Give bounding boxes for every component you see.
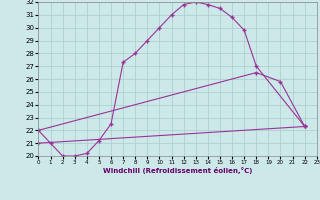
X-axis label: Windchill (Refroidissement éolien,°C): Windchill (Refroidissement éolien,°C): [103, 167, 252, 174]
